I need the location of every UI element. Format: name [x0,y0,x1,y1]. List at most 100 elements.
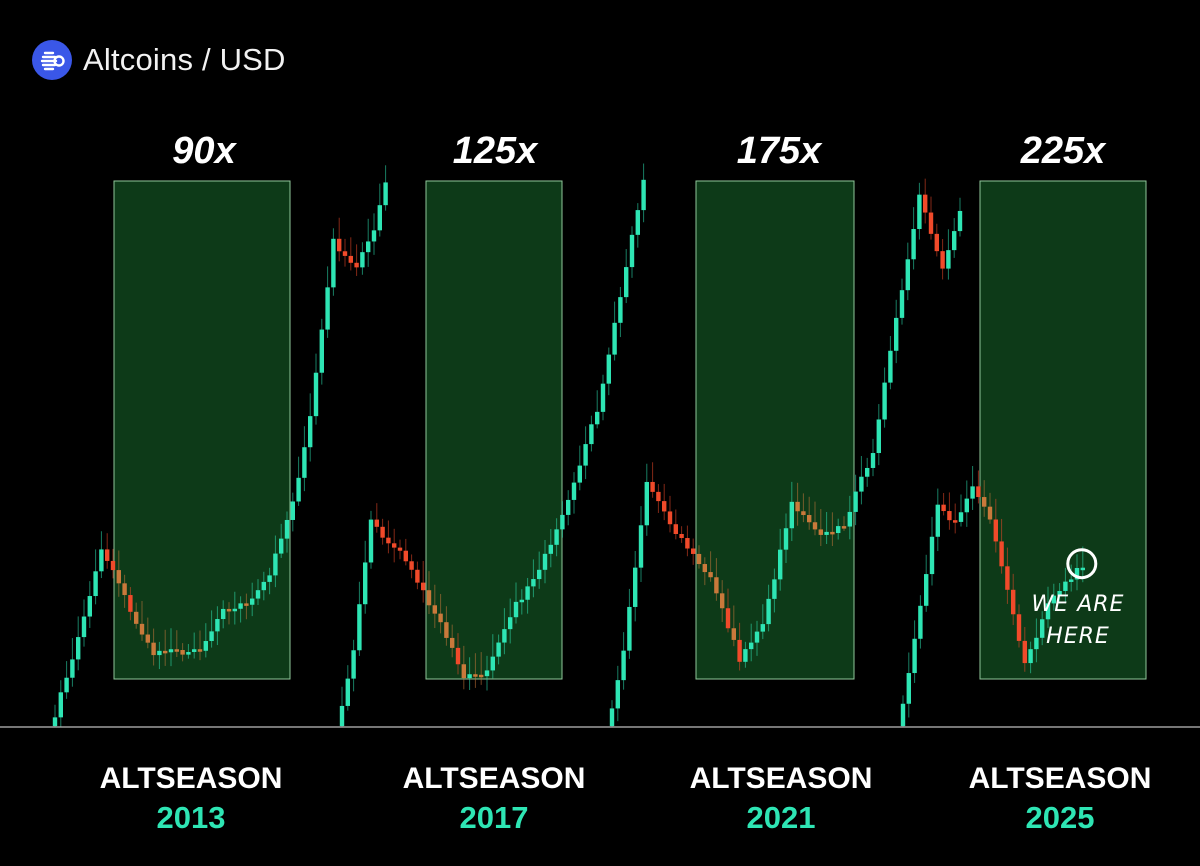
candle [70,659,75,678]
candle [882,382,887,420]
candle [215,619,220,632]
candle [635,210,640,235]
candle [1011,589,1016,615]
candle [450,637,455,648]
altseason-label: ALTSEASON [403,762,586,795]
candle [772,579,777,599]
candle [168,649,174,653]
altseason-label: ALTSEASON [690,762,873,795]
candle [308,416,313,448]
altseason-label: ALTSEASON [100,762,283,795]
candle [609,708,615,727]
candle [186,651,191,655]
candle [325,287,330,330]
candle [934,233,939,252]
multiplier-label: 175x [737,130,823,172]
annotation-line-2: HERE [1046,624,1110,649]
candle [1040,619,1045,638]
candle [122,583,127,596]
candle [589,424,594,445]
altseason-year: 2017 [460,800,529,835]
candle [841,526,847,529]
chart-header: Altcoins / USD [32,40,286,80]
candle [157,650,162,656]
candle [662,501,667,512]
candle [924,574,929,606]
candle [615,680,620,709]
altseason-zone-2013 [113,180,291,680]
candle [600,383,606,412]
candle [824,531,829,535]
candle [496,642,501,657]
candle [484,670,490,677]
candle [87,596,92,617]
candle [250,598,255,605]
candle [946,250,951,269]
candle [221,608,226,620]
candle [743,649,748,662]
candle [290,501,295,520]
altseason-label: ALTSEASON [969,762,1152,795]
candle [964,498,969,513]
candle [830,531,835,535]
candle [1028,649,1033,664]
annotation-line-1: WE ARE [1032,592,1125,617]
candle [795,501,800,512]
candle [953,520,958,523]
candle [438,613,443,623]
multiplier-label: 225x [1020,130,1107,172]
candle [296,477,301,502]
candle [940,251,945,269]
candle [232,608,237,612]
candle [870,453,876,468]
candle [99,549,104,572]
candle [238,603,243,609]
candle [255,590,261,599]
candle [1034,637,1039,650]
candle [644,481,649,526]
candle [128,595,133,612]
candle [226,608,232,612]
candle [725,608,731,629]
candle [1069,579,1074,582]
candle [749,642,754,650]
candle [638,525,644,568]
candle [1022,640,1027,664]
candle [426,590,432,606]
candle [836,526,841,534]
candle [380,526,385,538]
candle [163,650,168,654]
candle [982,497,987,507]
altseason-year: 2025 [1026,800,1095,835]
multiplier-label: 125x [453,130,539,172]
candle [93,571,98,597]
candle [667,511,673,525]
candle [145,634,150,643]
altseason-zone-2021 [695,180,855,680]
candle [970,486,975,499]
candle [351,650,356,679]
candle [859,476,864,492]
candle [267,575,272,582]
candle [397,547,403,551]
candle [714,577,719,594]
candle [912,638,917,674]
candle [958,512,964,522]
candle [1057,590,1062,596]
candle [685,538,690,549]
candle [876,419,881,454]
candle [1074,567,1080,580]
candle [377,205,382,231]
candle [302,447,307,478]
candle [342,251,348,256]
candle [244,603,249,606]
candle [479,674,484,678]
candle [383,182,388,206]
candle [403,550,408,562]
candle [531,579,536,587]
candle [134,611,139,624]
candle [566,499,571,515]
candle [807,515,812,523]
candle [542,553,548,570]
